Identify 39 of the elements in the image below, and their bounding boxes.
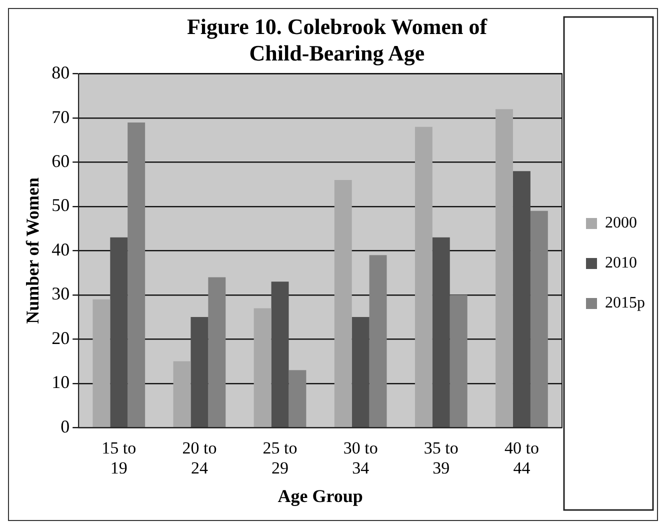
legend-label: 2010 [605, 254, 637, 272]
y-tick-label: 10 [52, 372, 70, 392]
x-tick-label: 15 to 19 [102, 438, 136, 478]
y-tick-label: 80 [52, 62, 70, 83]
bar [173, 361, 191, 427]
x-tick-label: 35 to 39 [424, 438, 458, 478]
bar [190, 317, 208, 427]
bar [369, 255, 387, 427]
x-axis-title: Age Group [278, 486, 363, 506]
bar [414, 126, 432, 427]
y-tick-label: 30 [52, 284, 70, 304]
bar [271, 282, 289, 427]
bar [110, 237, 128, 427]
bar [432, 237, 450, 427]
bar [128, 122, 146, 427]
y-axis-title: Number of Women [22, 178, 42, 324]
x-tick-label: 20 to 24 [182, 438, 217, 478]
x-tick-label: 30 to 34 [343, 438, 378, 478]
y-tick-label: 50 [52, 195, 70, 216]
legend-label: 2015p [605, 294, 645, 312]
legend-label: 2000 [605, 214, 637, 232]
bar [530, 210, 548, 427]
bar [352, 317, 370, 427]
bar [92, 299, 110, 427]
chart-title: Figure 10. Colebrook Women of Child-Bearing Age [186, 14, 488, 66]
y-tick-label: 20 [52, 328, 70, 348]
y-tick-label: 40 [52, 239, 70, 260]
bar [254, 308, 272, 427]
bar [450, 294, 468, 427]
bar [496, 109, 513, 427]
y-tick-label: 70 [52, 106, 70, 127]
bar [208, 277, 226, 427]
bar [288, 370, 306, 427]
y-tick-label: 0 [60, 416, 70, 436]
x-tick-label: 25 to 29 [262, 438, 298, 478]
y-tick-label: 60 [52, 150, 70, 171]
x-tick-label: 40 to 44 [504, 438, 539, 478]
bar [334, 180, 352, 427]
bar [512, 171, 530, 427]
